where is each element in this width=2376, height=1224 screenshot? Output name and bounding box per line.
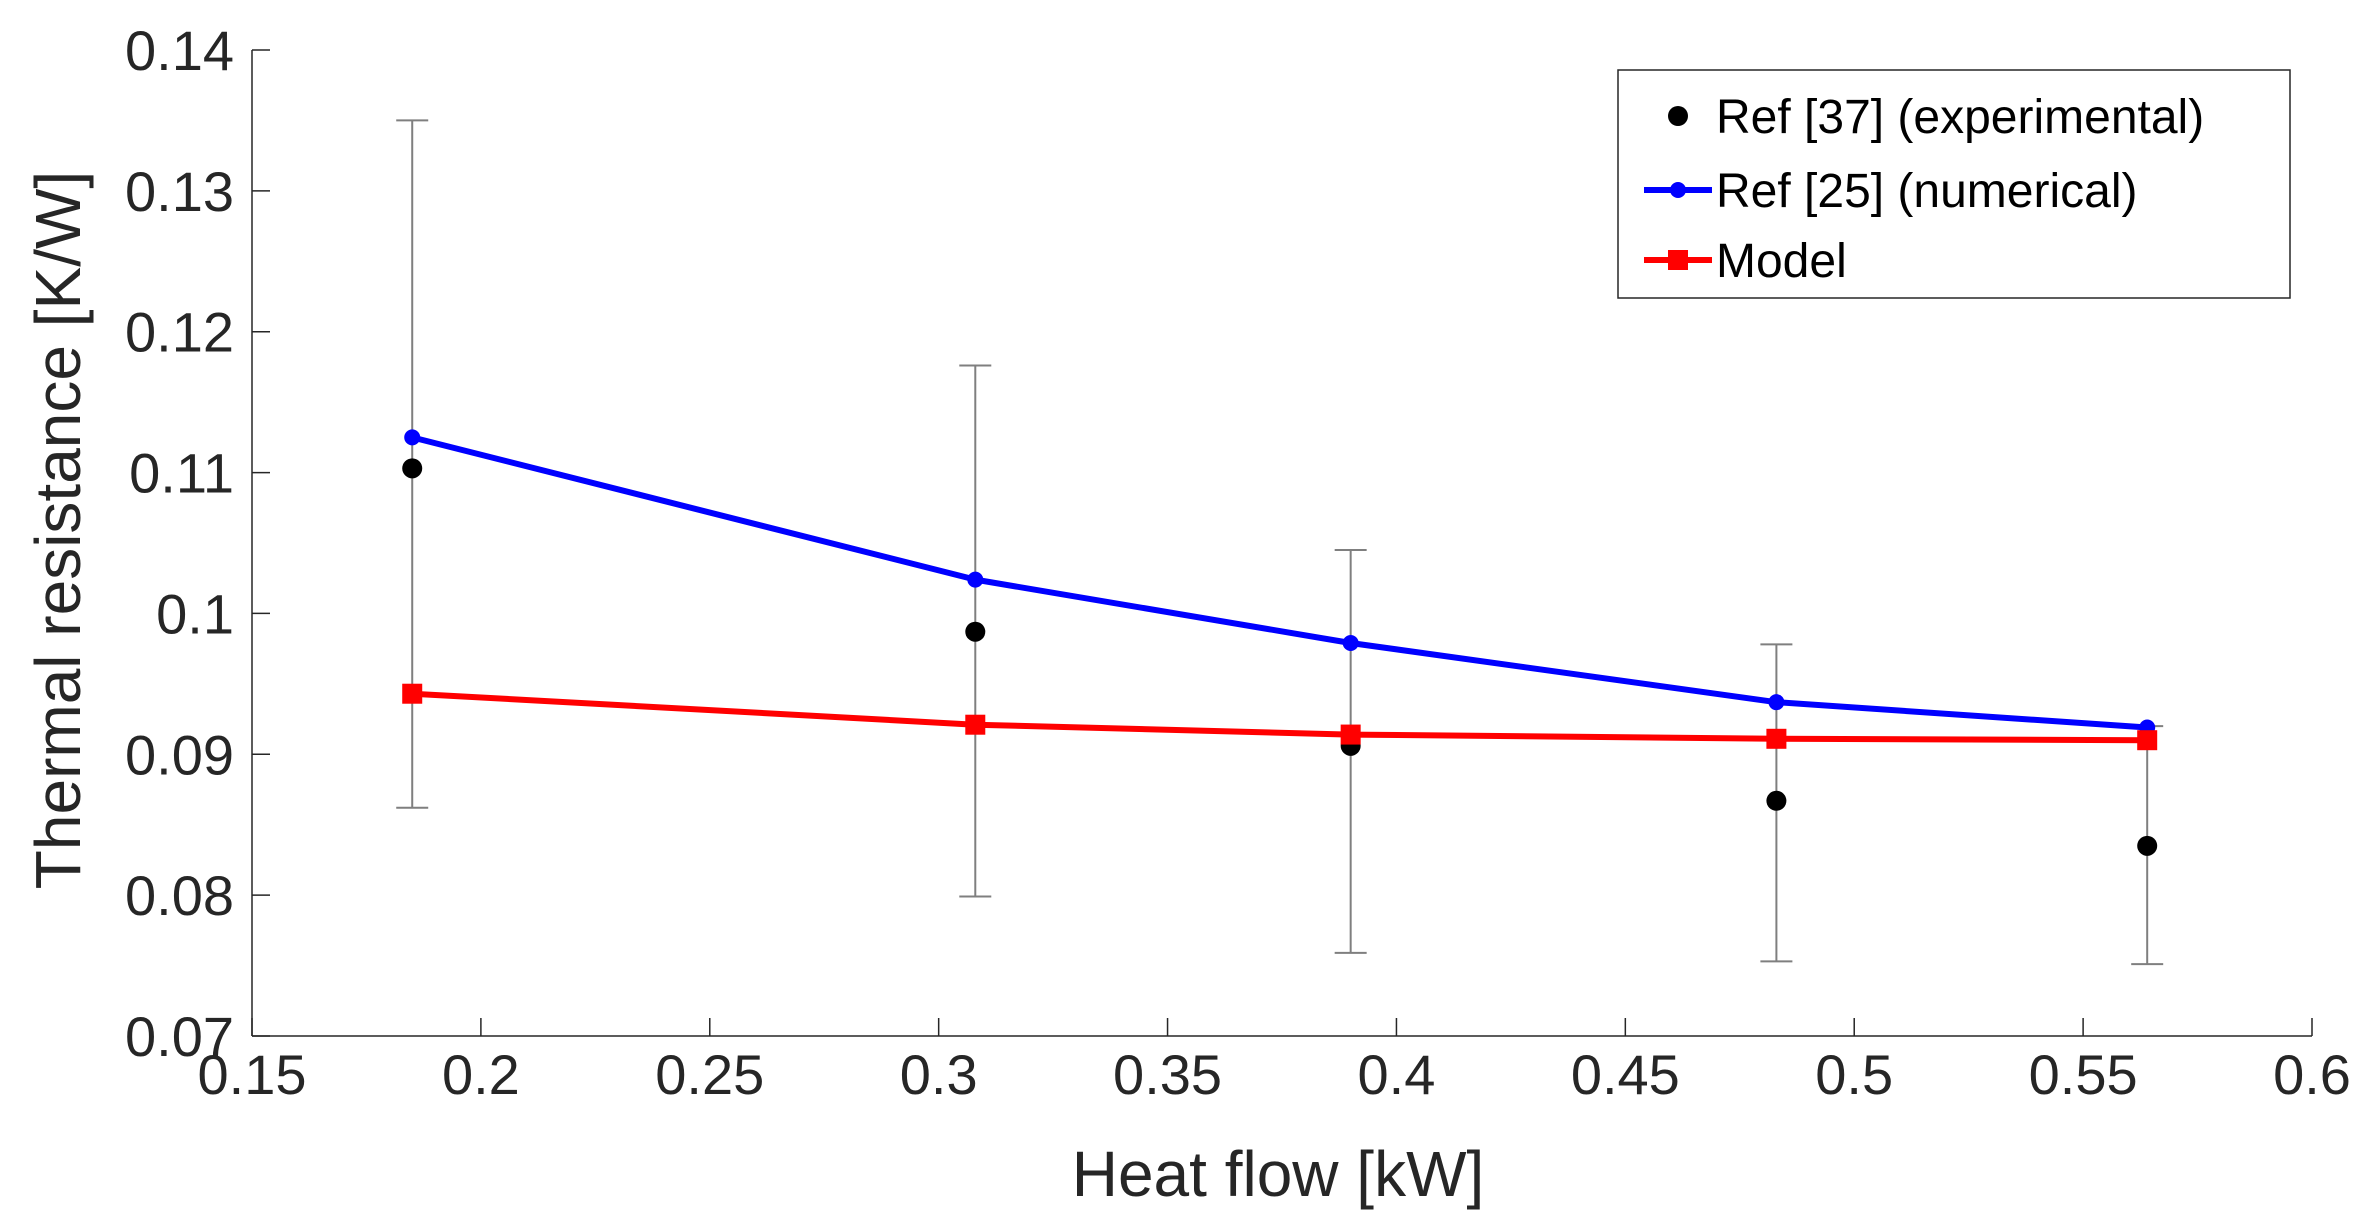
y-tick-label: 0.08 (125, 864, 234, 927)
experimental-point (2137, 835, 2158, 856)
numerical-point (1768, 694, 1785, 711)
legend-label: Ref [37] (experimental) (1716, 91, 2204, 144)
x-axis-ticks: 0.15 0.2 0.25 0.3 0.35 0.4 0.45 0.5 0.55 0.6 (198, 1018, 2351, 1106)
legend-items: Ref [37] (experimental) Ref [25] (numeric… (1644, 91, 2204, 288)
x-axis-title: Heat flow [kW] (1072, 1138, 1485, 1210)
x-tick-label: 0.3 (900, 1043, 978, 1106)
experimental-point (1766, 790, 1787, 811)
numerical-point (404, 429, 421, 446)
y-tick-label: 0.12 (125, 301, 234, 364)
y-tick-label: 0.09 (125, 723, 234, 786)
model-point (965, 714, 986, 735)
y-tick-label: 0.1 (156, 582, 234, 645)
model-point (1340, 724, 1361, 745)
numerical-point (967, 571, 984, 588)
legend: Ref [37] (experimental) Ref [25] (numeric… (1617, 69, 2291, 299)
legend-label: Model (1716, 235, 1847, 288)
legend-marker-numerical (1670, 182, 1686, 198)
y-axis-title: Thermal resistance [K/W] (22, 171, 94, 889)
experimental-point (965, 621, 986, 642)
y-tick-label: 0.11 (129, 442, 234, 505)
series-markers (402, 429, 2158, 856)
x-tick-label: 0.6 (2273, 1043, 2351, 1106)
experimental-point (402, 458, 423, 479)
x-tick-label: 0.35 (1113, 1043, 1222, 1106)
y-tick-label: 0.13 (125, 160, 234, 223)
y-axis-ticks: 0.07 0.08 0.09 0.1 0.11 0.12 0.13 0.14 (125, 19, 270, 1068)
x-tick-label: 0.55 (2029, 1043, 2138, 1106)
model-point (1766, 728, 1787, 749)
x-tick-label: 0.15 (198, 1043, 307, 1106)
legend-marker-model (1668, 250, 1688, 270)
y-tick-label: 0.14 (125, 19, 234, 82)
x-tick-label: 0.5 (1815, 1043, 1893, 1106)
x-tick-label: 0.4 (1358, 1043, 1436, 1106)
legend-box (1617, 69, 2291, 299)
axes (251, 50, 2312, 1037)
x-tick-label: 0.2 (442, 1043, 520, 1106)
model-point (402, 683, 423, 704)
model-point (2137, 730, 2158, 751)
legend-marker-experimental (1668, 106, 1688, 126)
x-tick-label: 0.25 (655, 1043, 764, 1106)
numerical-point (1342, 635, 1359, 652)
y-tick-label: 0.07 (125, 1005, 234, 1068)
legend-label: Ref [25] (numerical) (1716, 165, 2137, 218)
x-tick-label: 0.45 (1571, 1043, 1680, 1106)
